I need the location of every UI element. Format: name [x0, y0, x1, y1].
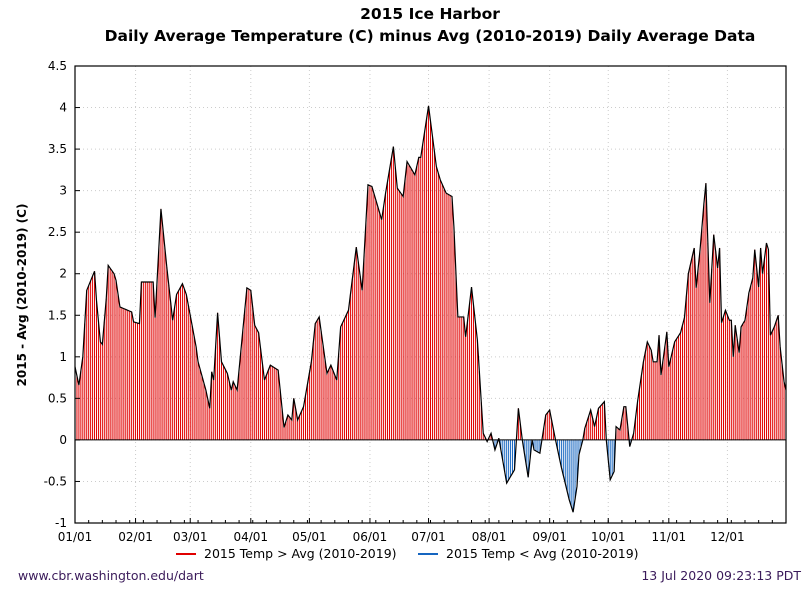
series-line — [74, 105, 787, 513]
x-tick-label: 11/01 — [652, 530, 687, 544]
y-tick-label: 1 — [59, 350, 67, 364]
y-tick-label: 1.5 — [48, 308, 67, 322]
y-tick-label: 2 — [59, 267, 67, 281]
x-tick-label: 10/01 — [591, 530, 626, 544]
x-tick-label: 01/01 — [58, 530, 93, 544]
y-tick-label: 0.5 — [48, 391, 67, 405]
legend-label-below: 2015 Temp < Avg (2010-2019) — [446, 546, 639, 561]
source-link[interactable]: www.cbr.washington.edu/dart — [18, 568, 204, 583]
chart-title: 2015 Ice Harbor — [360, 5, 500, 23]
y-tick-label: 2.5 — [48, 225, 67, 239]
x-tick-label: 07/01 — [411, 530, 446, 544]
legend-item-above: 2015 Temp > Avg (2010-2019) — [176, 546, 397, 561]
axes: -1 -0.5 0 0.5 1 1.5 2 2.5 3 3.5 4 4.5 01/01 02/01 03/0… — [44, 59, 787, 544]
chart-subtitle: Daily Average Temperature (C) minus Avg … — [104, 27, 756, 45]
x-tick-label: 03/01 — [173, 530, 208, 544]
legend-swatch-red — [176, 552, 196, 555]
y-tick-label: 3 — [59, 184, 67, 198]
y-tick-label: -1 — [55, 516, 67, 530]
bars — [74, 105, 787, 513]
legend-label-above: 2015 Temp > Avg (2010-2019) — [204, 546, 397, 561]
y-tick-label: 4.5 — [48, 59, 67, 73]
x-tick-label: 05/01 — [292, 530, 327, 544]
x-tick-label: 09/01 — [532, 530, 567, 544]
y-axis-label: 2015 - Avg (2010-2019) (C) — [15, 204, 29, 387]
legend-item-below: 2015 Temp < Avg (2010-2019) — [418, 546, 639, 561]
y-tick-label: -0.5 — [44, 474, 67, 488]
y-tick-label: 0 — [59, 433, 67, 447]
x-tick-label: 12/01 — [710, 530, 745, 544]
legend-swatch-blue — [418, 552, 438, 555]
x-tick-label: 02/01 — [118, 530, 153, 544]
x-tick-label: 08/01 — [472, 530, 507, 544]
x-tick-label: 06/01 — [353, 530, 388, 544]
y-tick-label: 4 — [59, 101, 67, 115]
timestamp: 13 Jul 2020 09:23:13 PDT — [641, 568, 801, 583]
y-tick-label: 3.5 — [48, 142, 67, 156]
x-tick-label: 04/01 — [233, 530, 268, 544]
